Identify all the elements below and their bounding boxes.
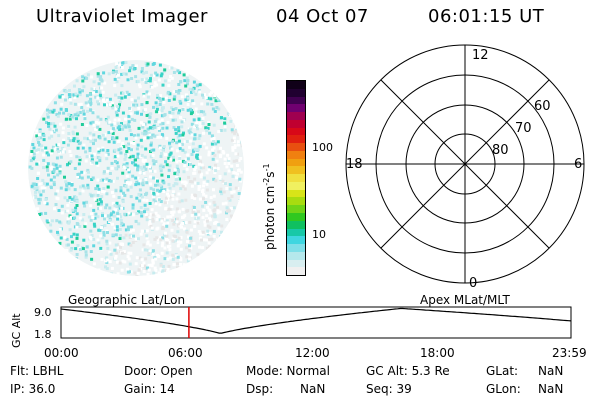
colorbar-unit-prefix: photon cm bbox=[263, 185, 277, 250]
colorbar-segment bbox=[287, 158, 305, 167]
info-glat-label: GLat: bbox=[486, 364, 519, 378]
timeline-tick-1200: 12:00 bbox=[295, 346, 330, 360]
timeline-tick-2359: 23:59 bbox=[552, 346, 587, 360]
colorbar-segment bbox=[287, 181, 305, 190]
info-seq: Seq: 39 bbox=[366, 382, 412, 396]
timeline-tick-1800: 18:00 bbox=[420, 346, 455, 360]
polar-ring-label-60: 60 bbox=[534, 99, 551, 114]
timeline-tick-0000: 00:00 bbox=[44, 346, 79, 360]
colorbar bbox=[286, 80, 306, 276]
colorbar-segment bbox=[287, 174, 305, 182]
colorbar-segment bbox=[287, 143, 305, 151]
uv-image-disk bbox=[28, 60, 244, 276]
colorbar-segment bbox=[287, 104, 305, 113]
colorbar-segment bbox=[287, 220, 305, 229]
info-dsp-value: NaN bbox=[300, 382, 326, 396]
colorbar-segment bbox=[287, 119, 305, 128]
info-filter: Flt: LBHL bbox=[10, 364, 64, 378]
info-glat-value: NaN bbox=[538, 364, 564, 378]
uv-image-pixels bbox=[28, 60, 244, 276]
colorbar-segment bbox=[287, 166, 305, 175]
colorbar-segment bbox=[287, 267, 305, 275]
altitude-curve bbox=[60, 307, 572, 334]
colorbar-segment bbox=[287, 96, 305, 105]
app-title: Ultraviolet Imager bbox=[36, 6, 208, 27]
date-label: 04 Oct 07 bbox=[276, 6, 369, 27]
timeline-tick-0600: 06:00 bbox=[168, 346, 203, 360]
colorbar-segment bbox=[287, 150, 305, 159]
colorbar-tick-10: 10 bbox=[312, 228, 326, 241]
time-label: 06:01:15 UT bbox=[428, 6, 545, 27]
colorbar-segment bbox=[287, 127, 305, 136]
colorbar-segment bbox=[287, 213, 305, 221]
colorbar-unit-label: photon cm-2s-1 bbox=[262, 163, 277, 250]
colorbar-segment bbox=[287, 88, 305, 97]
info-mode: Mode: Normal bbox=[246, 364, 330, 378]
colorbar-segment bbox=[287, 228, 305, 237]
timeline-left-label: Geographic Lat/Lon bbox=[68, 293, 186, 307]
colorbar-segment bbox=[287, 189, 305, 198]
polar-label-12: 12 bbox=[472, 48, 489, 63]
timeline-ymin-label: 1.8 bbox=[34, 328, 52, 341]
timeline-plot bbox=[60, 306, 572, 339]
polar-label-0: 0 bbox=[469, 276, 477, 291]
polar-ring-label-70: 70 bbox=[515, 121, 532, 136]
colorbar-segment bbox=[287, 197, 305, 206]
info-glon-value: NaN bbox=[538, 382, 564, 396]
colorbar-unit-exp1: -2 bbox=[262, 177, 271, 186]
colorbar-unit-mid: s bbox=[263, 171, 277, 178]
polar-label-6: 6 bbox=[574, 157, 582, 172]
colorbar-segment bbox=[287, 236, 305, 245]
colorbar-unit-exp2: -1 bbox=[262, 163, 271, 172]
colorbar-segment bbox=[287, 112, 305, 120]
timeline-ymax-label: 9.0 bbox=[34, 306, 52, 319]
polar-ring-label-80: 80 bbox=[492, 143, 509, 158]
polar-grid: 12 0 18 6 60 70 80 bbox=[345, 44, 585, 291]
info-door: Door: Open bbox=[124, 364, 193, 378]
info-gc-alt: GC Alt: 5.3 Re bbox=[366, 364, 450, 378]
polar-label-18: 18 bbox=[346, 157, 363, 172]
colorbar-segment bbox=[287, 205, 305, 214]
info-ip: IP: 36.0 bbox=[10, 382, 56, 396]
info-glon-label: GLon: bbox=[486, 382, 521, 396]
timeline-right-label: Apex MLat/MLT bbox=[420, 293, 510, 307]
colorbar-segment bbox=[287, 81, 305, 89]
colorbar-segment bbox=[287, 251, 305, 260]
info-gain: Gain: 14 bbox=[124, 382, 175, 396]
info-dsp-label: Dsp: bbox=[246, 382, 274, 396]
colorbar-tick-100: 100 bbox=[312, 141, 333, 154]
colorbar-segment bbox=[287, 259, 305, 268]
colorbar-segment bbox=[287, 244, 305, 252]
colorbar-segment bbox=[287, 135, 305, 144]
timeline-axis-label: GC Alt bbox=[10, 313, 23, 348]
